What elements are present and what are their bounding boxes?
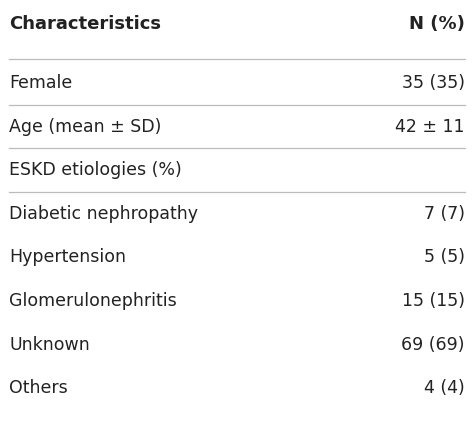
Text: Characteristics: Characteristics xyxy=(9,15,162,33)
Text: 4 (4): 4 (4) xyxy=(424,379,465,397)
Text: N (%): N (%) xyxy=(409,15,465,33)
Text: Others: Others xyxy=(9,379,68,397)
Text: Unknown: Unknown xyxy=(9,335,90,354)
Text: Hypertension: Hypertension xyxy=(9,248,127,266)
Text: 15 (15): 15 (15) xyxy=(401,292,465,310)
Text: ESKD etiologies (%): ESKD etiologies (%) xyxy=(9,161,182,179)
Text: Diabetic nephropathy: Diabetic nephropathy xyxy=(9,205,199,223)
Text: Age (mean ± SD): Age (mean ± SD) xyxy=(9,118,162,136)
Text: Glomerulonephritis: Glomerulonephritis xyxy=(9,292,177,310)
Text: 69 (69): 69 (69) xyxy=(401,335,465,354)
Text: 42 ± 11: 42 ± 11 xyxy=(395,118,465,136)
Text: Female: Female xyxy=(9,74,73,92)
Text: 7 (7): 7 (7) xyxy=(424,205,465,223)
Text: 35 (35): 35 (35) xyxy=(401,74,465,92)
Text: 5 (5): 5 (5) xyxy=(424,248,465,266)
